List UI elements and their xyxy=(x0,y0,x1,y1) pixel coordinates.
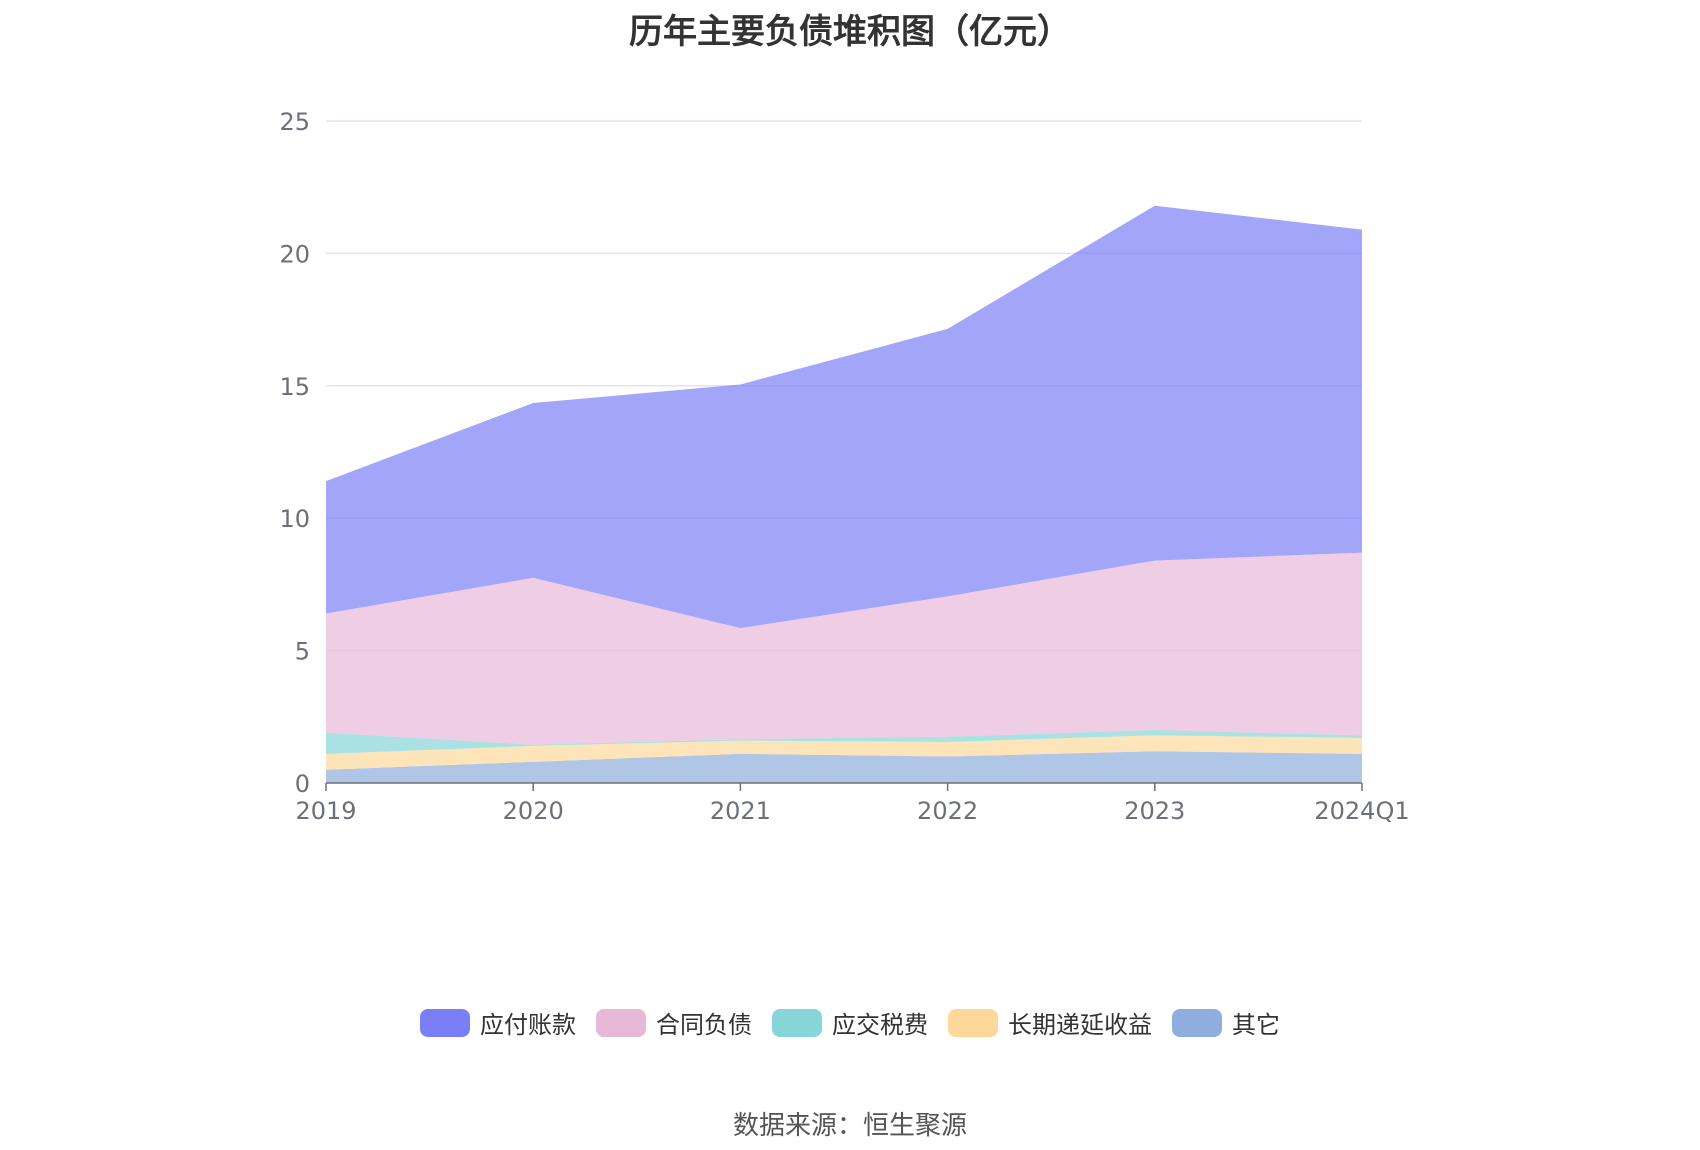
y-tick-label-25: 25 xyxy=(279,108,310,136)
y-tick-label-0: 0 xyxy=(295,770,310,798)
y-tick-label-5: 5 xyxy=(295,638,310,666)
x-tick-label-3: 2022 xyxy=(917,797,978,825)
area-series-1[interactable] xyxy=(326,735,1362,770)
area-series-2[interactable] xyxy=(326,730,1362,754)
chart-title: 历年主要负债堆积图（亿元） xyxy=(629,12,1071,52)
x-tick-label-0: 2019 xyxy=(295,797,356,825)
legend-swatch-deferred-income xyxy=(948,1008,998,1037)
area-series-0[interactable] xyxy=(326,751,1362,783)
area-series-4[interactable] xyxy=(326,205,1362,629)
legend-label-taxes-payable: 应交税费 xyxy=(832,1011,928,1039)
x-tick-label-5: 2024Q1 xyxy=(1314,797,1409,825)
legend-label-deferred-income: 长期递延收益 xyxy=(1008,1011,1152,1039)
legend-swatch-accounts-payable xyxy=(420,1008,470,1037)
legend-label-accounts-payable: 应付账款 xyxy=(480,1011,576,1039)
legend-swatch-contract-liabilities xyxy=(596,1008,646,1037)
y-tick-label-10: 10 xyxy=(279,505,310,533)
data-source: 数据来源：恒生聚源 xyxy=(732,1111,967,1141)
legend-label-other: 其它 xyxy=(1232,1011,1280,1039)
axes: 0 5 10 15 20 25 2019 2020 2021 2022 2023 2024Q1 xyxy=(279,108,1409,825)
legend-swatch-other xyxy=(1172,1008,1222,1037)
legend-item-accounts-payable[interactable]: 应付账款 xyxy=(420,1005,576,1040)
x-tick-label-1: 2020 xyxy=(503,797,564,825)
legend-label-contract-liabilities: 合同负债 xyxy=(656,1011,752,1039)
legend-item-deferred-income[interactable]: 长期递延收益 xyxy=(948,1005,1152,1040)
y-tick-label-15: 15 xyxy=(279,373,310,401)
x-tick-label-2: 2021 xyxy=(710,797,771,825)
legend-swatch-taxes-payable xyxy=(772,1008,822,1037)
legend-item-other[interactable]: 其它 xyxy=(1172,1005,1280,1040)
y-tick-label-20: 20 xyxy=(279,240,310,268)
legend-item-contract-liabilities[interactable]: 合同负债 xyxy=(596,1005,752,1040)
legend: 应付账款 合同负债 应交税费 长期递延收益 其它 xyxy=(0,1005,1700,1040)
x-tick-label-4: 2023 xyxy=(1124,797,1185,825)
area-series-3[interactable] xyxy=(326,552,1362,745)
area-series xyxy=(326,205,1362,783)
legend-item-taxes-payable[interactable]: 应交税费 xyxy=(772,1005,928,1040)
